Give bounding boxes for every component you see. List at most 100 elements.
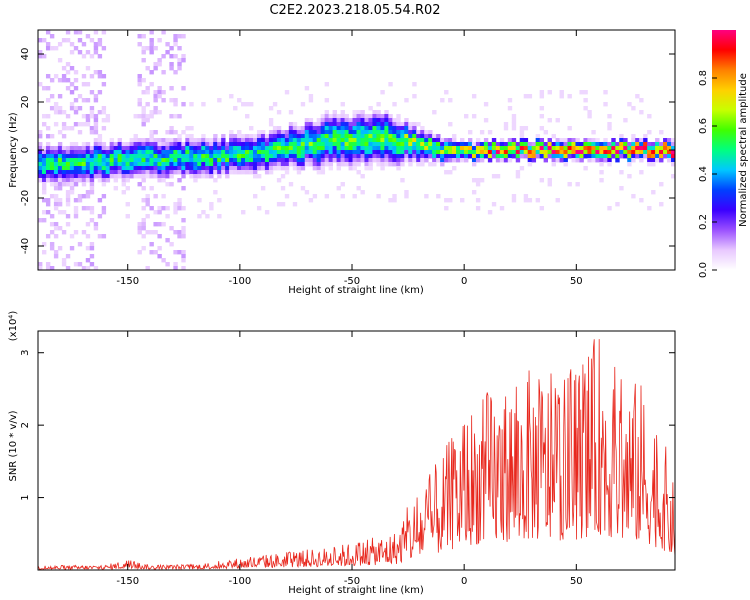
spectrogram-cell <box>57 106 63 111</box>
spectrogram-cell <box>408 134 413 139</box>
spectrogram-cell <box>117 154 123 159</box>
spectrogram-cell <box>217 142 222 147</box>
spectrogram-cell <box>551 162 556 167</box>
spectrogram-cell <box>428 134 433 139</box>
spectrogram-cell <box>340 194 345 199</box>
spectrogram-cell <box>73 210 79 215</box>
spectrogram-cell <box>467 146 473 151</box>
spectrogram-cell <box>101 166 107 171</box>
spectrogram-cell <box>571 142 576 147</box>
spectrogram-cell <box>623 142 628 147</box>
spectrogram-cell <box>336 118 341 123</box>
spectrogram-cell <box>145 90 150 95</box>
spectrogram-cell <box>181 234 186 239</box>
spectrogram-cell <box>57 198 63 203</box>
spectrogram-cell <box>388 198 393 203</box>
spectrogram-cell <box>97 54 103 59</box>
spectrogram-cell <box>671 154 675 159</box>
spectrogram-cell <box>221 146 226 151</box>
spectrogram-cell <box>97 90 103 95</box>
figure-title: C2E2.2023.218.05.54.R02 <box>269 3 440 18</box>
spectrogram-cell <box>225 146 230 151</box>
spectrogram-cell <box>141 114 146 119</box>
spectrogram-cell <box>332 134 337 139</box>
spectrogram-cell <box>65 254 71 259</box>
spectrogram-cell <box>268 142 274 147</box>
spectrogram-cell <box>264 146 270 151</box>
spectrogram-cell <box>559 138 564 143</box>
spectrogram-cell <box>340 130 345 135</box>
spectrogram-cell <box>535 146 541 151</box>
spectrogram-cell <box>284 162 290 167</box>
spectrogram-cell <box>89 262 95 267</box>
spectrogram-cell <box>193 162 198 167</box>
spectrogram-cell <box>53 122 59 127</box>
colorbar-tick-label: 0.2 <box>698 214 709 230</box>
snr-x-label: Height of straight line (km) <box>288 585 424 596</box>
spectrogram-cell <box>647 162 652 167</box>
spectrogram-cell <box>444 154 449 159</box>
spectrogram-cell <box>467 138 473 143</box>
spectrogram-cell <box>388 150 393 155</box>
spectrogram-cell <box>324 118 330 123</box>
spectrogram-cell <box>89 154 95 159</box>
spectrogram-cell <box>141 110 146 115</box>
spectrogram-cell <box>591 150 596 155</box>
spectrogram-cell <box>547 118 552 123</box>
spectrogram-cell <box>296 146 302 151</box>
spectrogram-cell <box>599 162 604 167</box>
spectrogram-cell <box>161 222 166 227</box>
spectrogram-cell <box>189 158 194 163</box>
spectrogram-cell <box>288 158 294 163</box>
spectrogram-cell <box>129 138 134 143</box>
spectrogram-cell <box>643 146 648 151</box>
spectrogram-cell <box>348 154 353 159</box>
spectrogram-cell <box>491 202 497 207</box>
spectrogram-cell <box>61 74 67 79</box>
spectrogram-cell <box>157 146 162 151</box>
spectrogram-cell <box>205 170 210 175</box>
spectrogram-cell <box>408 150 413 155</box>
spectrogram-cell <box>101 142 107 147</box>
spectrogram-cell <box>412 82 417 87</box>
spectrogram-cell <box>57 182 63 187</box>
spectrogram-cell <box>300 186 306 191</box>
spectrogram-cell <box>515 146 521 151</box>
spectrogram-cell <box>101 30 107 35</box>
spectrogram-cell <box>101 110 107 115</box>
spectrogram-cell <box>276 162 282 167</box>
spectrogram-cell <box>412 150 417 155</box>
spectrogram-cell <box>73 178 79 183</box>
spectrogram-cell <box>133 154 138 159</box>
spectrogram-cell <box>523 126 529 131</box>
spectrogram-cell <box>89 110 95 115</box>
spectrogram-cell <box>141 170 146 175</box>
spectrogram-cell <box>300 102 306 107</box>
spectrogram-cell <box>137 166 142 171</box>
spectrogram-cell <box>77 170 83 175</box>
spectrogram-cell <box>173 230 178 235</box>
spectrogram-cell <box>316 170 322 175</box>
spectrogram-cell <box>97 146 103 151</box>
spectrogram-cell <box>368 106 373 111</box>
spectrogram-cell <box>308 146 314 151</box>
spectrogram-cell <box>89 146 95 151</box>
spectrogram-cell <box>635 138 640 143</box>
spectrogram-cell <box>245 134 250 139</box>
spectrogram-cell <box>352 150 357 155</box>
spectrogram-cell <box>101 194 107 199</box>
spectrogram-cell <box>651 146 656 151</box>
spectrogram-cell <box>252 194 258 199</box>
spectrogram-cell <box>404 118 409 123</box>
spectrogram-cell <box>169 174 174 179</box>
spectrogram-cell <box>336 138 341 143</box>
spectrogram-cell <box>320 118 326 123</box>
spectrogram-cell <box>344 150 349 155</box>
spectrogram-cell <box>663 142 668 147</box>
spectrogram-cell <box>635 142 640 147</box>
spectrogram-cell <box>93 130 99 135</box>
spectrogram-cell <box>460 138 465 143</box>
spectrogram-cell <box>73 182 79 187</box>
spectrogram-cell <box>41 154 47 159</box>
